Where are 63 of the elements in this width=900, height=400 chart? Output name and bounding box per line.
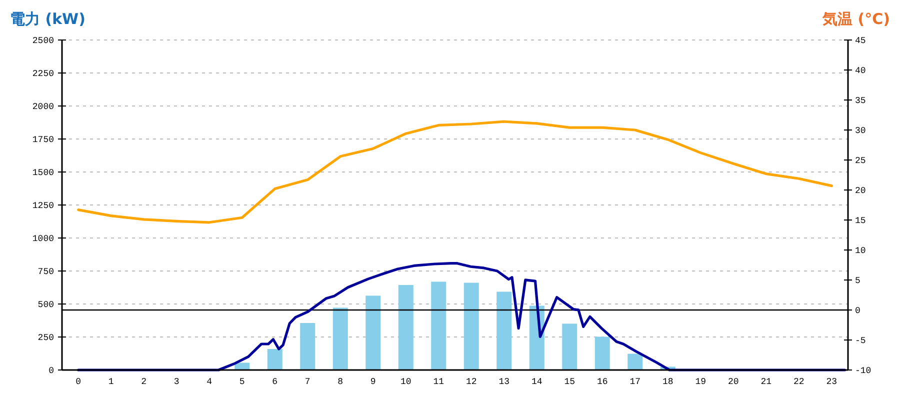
x-tick-label: 15 [564, 377, 576, 387]
y-tick-label: 2250 [32, 69, 54, 80]
x-tick-label: 20 [728, 377, 739, 387]
x-tick-label: 9 [370, 377, 376, 387]
y2-tick-label: -10 [855, 366, 872, 376]
x-tick-label: 7 [304, 377, 310, 387]
line-series [77, 262, 846, 372]
bar [398, 284, 414, 370]
y2-tick-label: 30 [855, 126, 866, 136]
x-tick-label: 18 [662, 377, 674, 387]
x-tick-label: 17 [630, 377, 641, 387]
bar [464, 282, 479, 370]
bar [267, 349, 282, 370]
x-tick-label: 16 [596, 377, 608, 387]
bar [594, 336, 610, 370]
y-tick-label: 2500 [32, 36, 54, 46]
y-tick-label: 1000 [32, 234, 54, 244]
y2-tick-label: 25 [855, 156, 866, 166]
bar [366, 296, 381, 370]
x-tick-label: 1 [108, 377, 114, 387]
x-tick-label: 13 [498, 377, 510, 387]
x-tick-label: 5 [239, 377, 245, 387]
x-tick-label: 22 [793, 377, 804, 387]
y-tick-label: 0 [48, 366, 54, 376]
bar [332, 308, 348, 370]
y2-tick-label: 45 [855, 36, 866, 46]
y-tick-label: 250 [38, 333, 54, 344]
y2-tick-label: 35 [855, 96, 866, 106]
y2-tick-label: 20 [855, 186, 866, 196]
x-tick-label: 14 [531, 377, 542, 387]
x-tick-label: 0 [76, 377, 82, 387]
bar [234, 362, 250, 370]
x-tick-label: 12 [466, 377, 477, 387]
y2-tick-label: -5 [855, 336, 866, 346]
x-tick-label: 19 [695, 377, 706, 387]
x-tick-label: 6 [272, 377, 278, 387]
y-tick-label: 1250 [32, 201, 54, 212]
y2-tick-label: 10 [855, 246, 866, 256]
y2-tick-label: 5 [855, 276, 860, 286]
bar [300, 323, 316, 370]
x-tick-label: 23 [826, 377, 838, 387]
y2-axis-title: 気温 (°C) [822, 10, 890, 28]
x-tick-label: 21 [760, 377, 772, 387]
y2-tick-label: 40 [855, 66, 866, 76]
y-tick-label: 1500 [32, 168, 54, 178]
x-tick-label: 10 [400, 377, 412, 387]
x-tick-label: 11 [433, 377, 444, 387]
y-tick-label: 500 [38, 300, 54, 310]
bar [562, 324, 578, 370]
y-tick-label: 2000 [32, 102, 54, 112]
x-tick-label: 8 [338, 377, 344, 387]
y2-tick-label: 0 [855, 306, 860, 316]
line-series [77, 120, 833, 224]
bar [431, 282, 446, 370]
y-axis-title: 電力 (kW) [10, 10, 86, 28]
x-tick-label: 2 [141, 377, 147, 387]
y2-tick-label: 15 [855, 216, 866, 226]
y-tick-label: 750 [38, 267, 54, 278]
bar [628, 354, 643, 370]
x-tick-label: 4 [206, 377, 212, 387]
y-tick-label: 1750 [32, 135, 54, 146]
x-tick-label: 3 [174, 377, 180, 387]
bar [496, 292, 512, 370]
